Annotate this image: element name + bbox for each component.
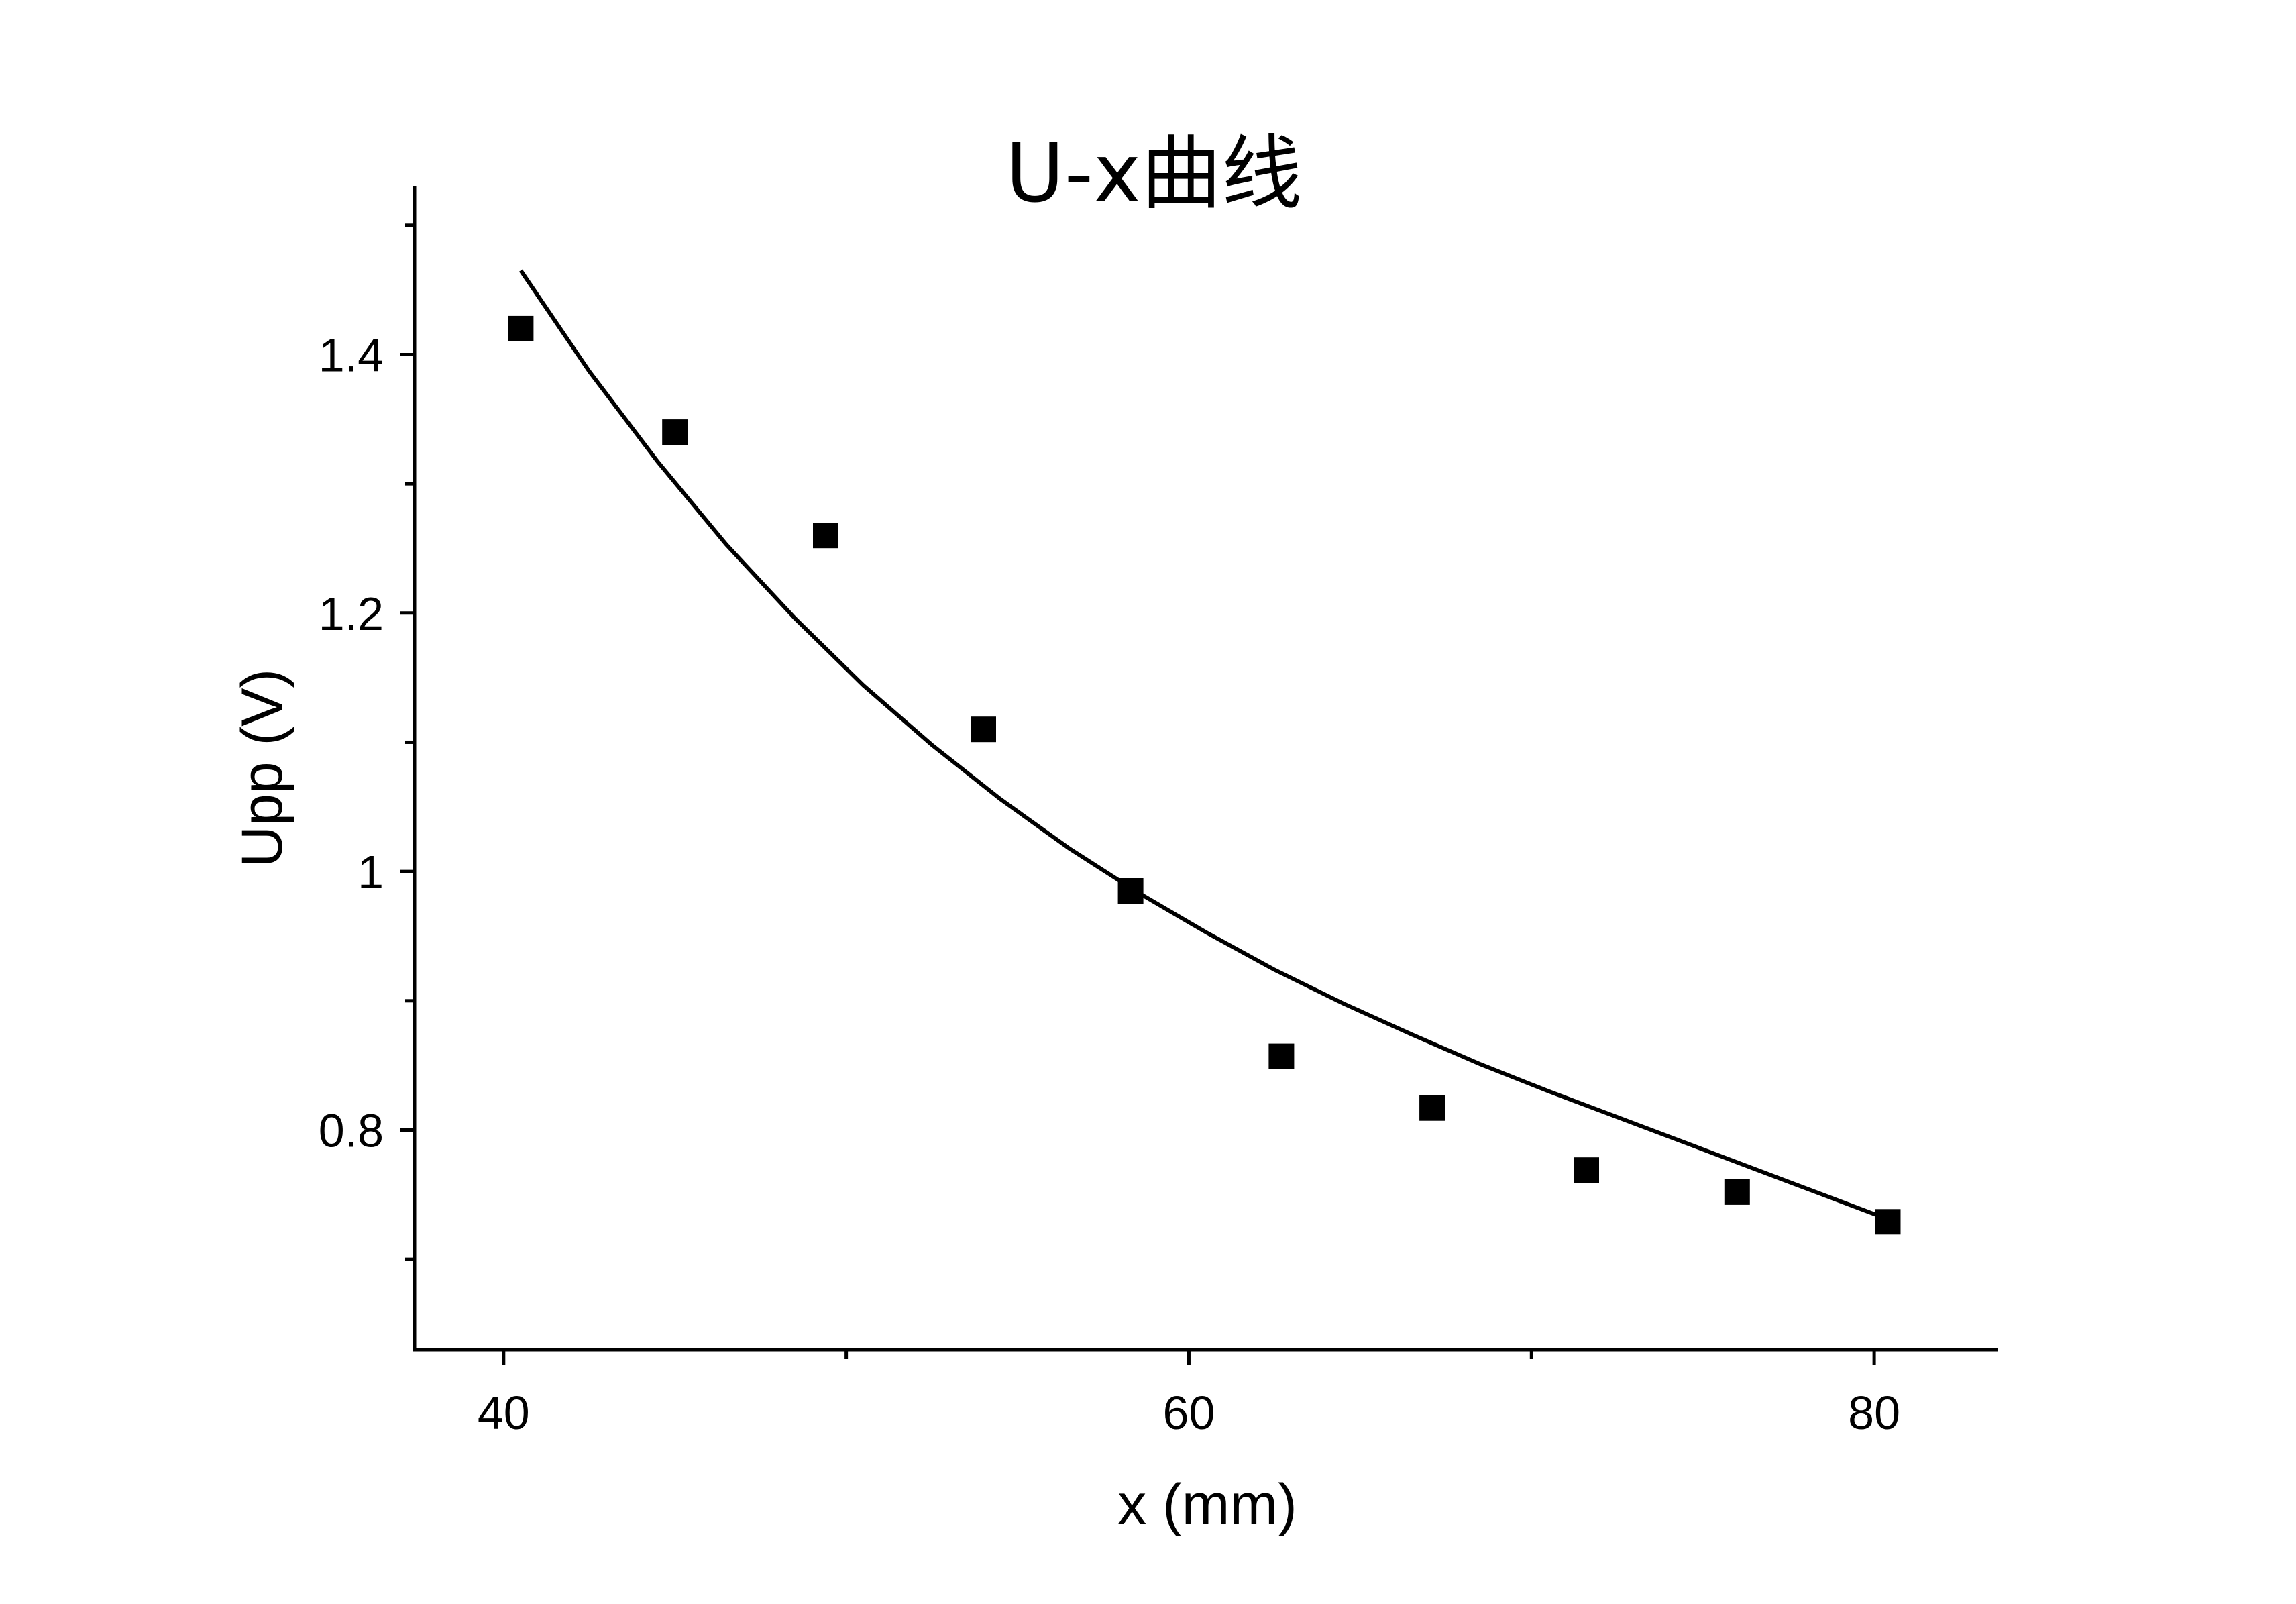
- data-point: [1268, 1043, 1295, 1069]
- y-tick-label: 1: [358, 846, 384, 898]
- x-tick-label: 60: [1163, 1387, 1215, 1439]
- x-axis-label: x (mm): [1117, 1473, 1297, 1537]
- chart-title: U-x曲线: [1005, 127, 1302, 221]
- data-point: [1724, 1179, 1750, 1205]
- y-axis-label: Upp (V): [230, 669, 294, 867]
- y-tick-label: 1.2: [319, 588, 384, 640]
- data-point: [1875, 1209, 1901, 1235]
- data-points: [508, 315, 1901, 1235]
- data-point: [508, 315, 534, 341]
- y-ticks: 0.8 1 1.2 1.4: [319, 223, 415, 1261]
- data-point: [813, 523, 838, 549]
- data-point: [971, 716, 996, 743]
- data-point: [1574, 1157, 1599, 1183]
- data-point: [1419, 1095, 1445, 1121]
- x-ticks: 40 60 80: [478, 1350, 1900, 1439]
- y-tick-label: 0.8: [319, 1104, 384, 1157]
- x-tick-label: 40: [478, 1387, 530, 1439]
- data-point: [1117, 878, 1144, 904]
- x-tick-label: 80: [1848, 1387, 1900, 1439]
- y-tick-label: 1.4: [319, 329, 384, 381]
- fit-curve: [518, 269, 1892, 1223]
- data-point: [662, 419, 688, 445]
